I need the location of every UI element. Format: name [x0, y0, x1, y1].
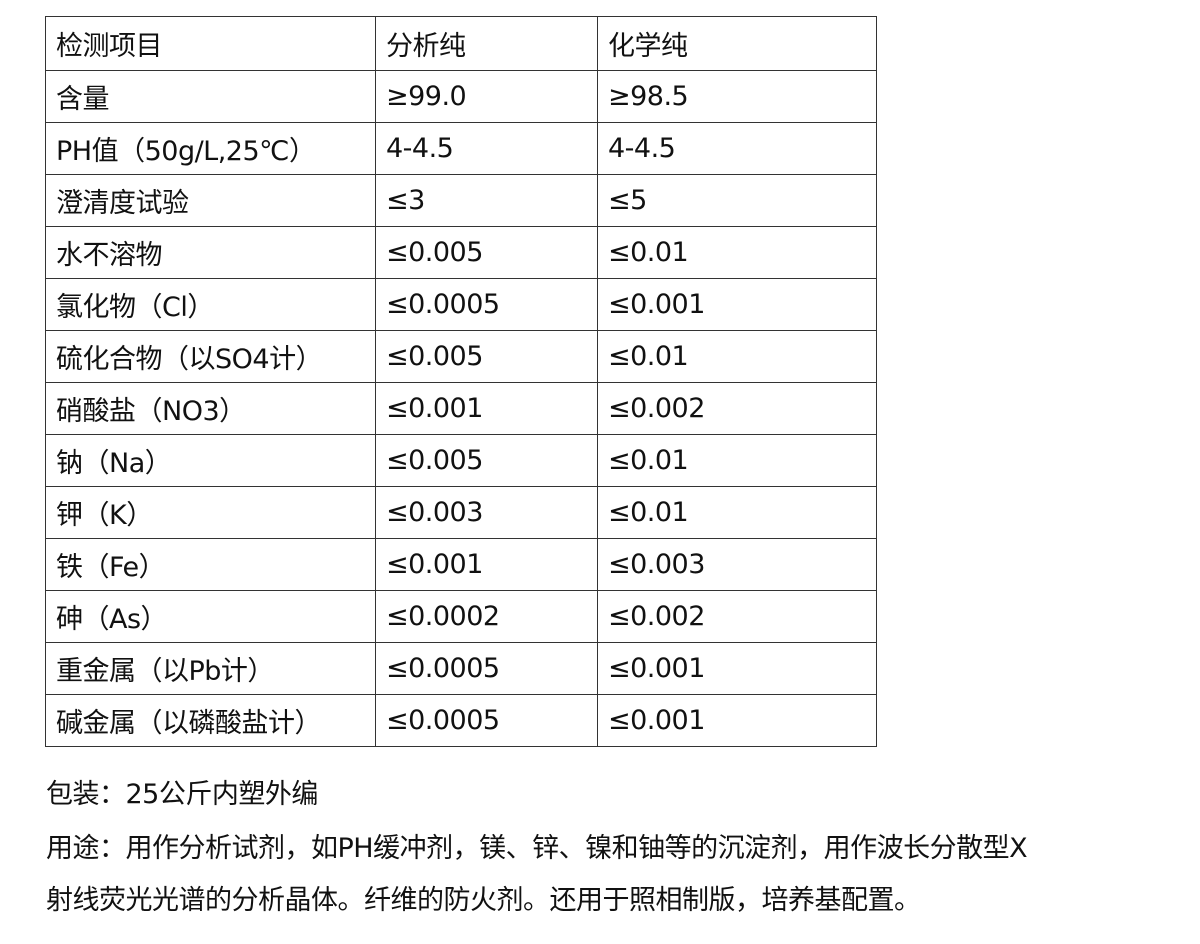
- table-cell: 含量: [45, 70, 376, 123]
- spec-table: 检测项目 分析纯 化学纯 含量 ≥99.0 ≥98.5 PH值（50g/L,25℃） 4-4.…: [45, 16, 877, 747]
- table-cell: 澄清度试验: [45, 174, 376, 227]
- table-cell: 化学纯: [597, 16, 877, 71]
- table-cell: ≤0.001: [375, 382, 598, 435]
- table-header-row: 检测项目 分析纯 化学纯: [45, 16, 877, 71]
- table-cell: 砷（As）: [45, 590, 376, 643]
- table-cell: PH值（50g/L,25℃）: [45, 122, 376, 175]
- table-cell: ≤0.001: [375, 538, 598, 591]
- table-cell: ≤0.002: [597, 382, 877, 435]
- usage-text-line1: 用途：用作分析试剂，如PH缓冲剂，镁、锌、镍和铀等的沉淀剂，用作波长分散型X: [46, 833, 1028, 864]
- table-cell: 钠（Na）: [45, 434, 376, 487]
- packaging-text: 包装：25公斤内塑外编: [46, 779, 318, 810]
- table-row: 碱金属（以磷酸盐计） ≤0.0005 ≤0.001: [45, 694, 877, 747]
- table-cell: 硝酸盐（NO3）: [45, 382, 376, 435]
- table-cell: ≤0.0002: [375, 590, 598, 643]
- table-row: 硝酸盐（NO3） ≤0.001 ≤0.002: [45, 382, 877, 435]
- table-cell: 4-4.5: [375, 122, 598, 175]
- table-cell: ≤0.0005: [375, 642, 598, 695]
- table-cell: ≤0.005: [375, 226, 598, 279]
- table-row: 铁（Fe） ≤0.001 ≤0.003: [45, 538, 877, 591]
- table-cell: ≤0.01: [597, 330, 877, 383]
- table-cell: 检测项目: [45, 16, 376, 71]
- table-cell: ≥98.5: [597, 70, 877, 123]
- table-cell: ≤5: [597, 174, 877, 227]
- table-row: 水不溶物 ≤0.005 ≤0.01: [45, 226, 877, 279]
- table-cell: 硫化合物（以SO4计）: [45, 330, 376, 383]
- table-cell: 重金属（以Pb计）: [45, 642, 376, 695]
- table-cell: ≤0.005: [375, 330, 598, 383]
- table-cell: 水不溶物: [45, 226, 376, 279]
- table-cell: ≤0.003: [375, 486, 598, 539]
- table-row: 重金属（以Pb计） ≤0.0005 ≤0.001: [45, 642, 877, 695]
- table-cell: ≤0.001: [597, 642, 877, 695]
- table-cell: ≤0.005: [375, 434, 598, 487]
- table-cell: ≤0.003: [597, 538, 877, 591]
- table-cell: ≤0.01: [597, 434, 877, 487]
- table-cell: 分析纯: [375, 16, 598, 71]
- usage-text-line2: 射线荧光光谱的分析晶体。纤维的防火剂。还用于照相制版，培养基配置。: [46, 885, 921, 916]
- table-cell: ≤0.01: [597, 486, 877, 539]
- table-row: 澄清度试验 ≤3 ≤5: [45, 174, 877, 227]
- table-cell: ≤0.001: [597, 694, 877, 747]
- table-cell: ≤0.01: [597, 226, 877, 279]
- table-cell: 氯化物（Cl）: [45, 278, 376, 331]
- table-cell: ≤3: [375, 174, 598, 227]
- table-row: PH值（50g/L,25℃） 4-4.5 4-4.5: [45, 122, 877, 175]
- table-row: 氯化物（Cl） ≤0.0005 ≤0.001: [45, 278, 877, 331]
- table-row: 含量 ≥99.0 ≥98.5: [45, 70, 877, 123]
- table-cell: 钾（K）: [45, 486, 376, 539]
- table-row: 砷（As） ≤0.0002 ≤0.002: [45, 590, 877, 643]
- table-cell: ≥99.0: [375, 70, 598, 123]
- table-row: 硫化合物（以SO4计） ≤0.005 ≤0.01: [45, 330, 877, 383]
- table-cell: 4-4.5: [597, 122, 877, 175]
- table-cell: ≤0.0005: [375, 694, 598, 747]
- table-cell: ≤0.001: [597, 278, 877, 331]
- table-row: 钾（K） ≤0.003 ≤0.01: [45, 486, 877, 539]
- table-cell: 铁（Fe）: [45, 538, 376, 591]
- table-row: 钠（Na） ≤0.005 ≤0.01: [45, 434, 877, 487]
- table-cell: ≤0.0005: [375, 278, 598, 331]
- table-cell: ≤0.002: [597, 590, 877, 643]
- table-cell: 碱金属（以磷酸盐计）: [45, 694, 376, 747]
